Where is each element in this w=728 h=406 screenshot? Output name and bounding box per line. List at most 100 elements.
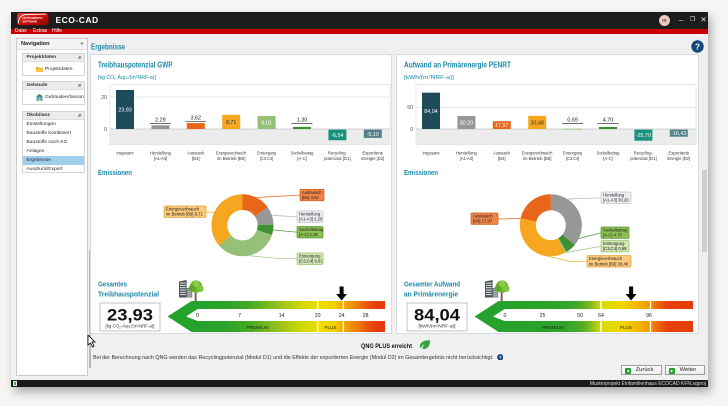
svg-text:Herstellung: Herstellung [150,151,171,156]
svg-text:Energie [D2]: Energie [D2] [667,156,690,161]
svg-text:Treibhauspotenzial: Treibhauspotenzial [98,290,159,299]
svg-text:[kWh/(m²NRF-a)]: [kWh/(m²NRF-a)] [419,324,456,329]
svg-text:50: 50 [577,313,583,319]
svg-text:PLUS: PLUS [324,325,336,330]
svg-text:84,04: 84,04 [414,307,461,325]
svg-text:im Betrieb [B6]: im Betrieb [B6] [523,156,552,161]
svg-text:potenzial [D1]: potenzial [D1] [324,156,351,161]
svg-text:64: 64 [598,313,604,319]
svg-text:potenzial [D1]: potenzial [D1] [630,156,657,161]
svg-text:[B4]: [B4] [498,156,506,161]
svg-text:[C3,C4]: [C3,C4] [260,156,273,161]
svg-text:Herstellung: Herstellung [456,151,477,156]
svg-text:[B4] 3,62: [B4] 3,62 [302,195,319,200]
svg-text:-25,70: -25,70 [636,133,651,139]
svg-text:Austausch: Austausch [302,190,322,195]
svg-text:Recycling-: Recycling- [328,151,347,156]
svg-text:14: 14 [279,313,285,319]
svg-text:[B4] 17,97: [B4] 17,97 [473,219,493,224]
svg-text:-6,54: -6,54 [331,133,343,139]
svg-text:20: 20 [315,313,321,319]
svg-text:?: ? [498,354,501,359]
svg-text:Energieverbrauch: Energieverbrauch [589,256,623,261]
svg-text:Herstellung: Herstellung [603,193,625,198]
svg-text:Emissionen: Emissionen [404,168,438,177]
svg-text:an Primärenergie: an Primärenergie [404,290,458,299]
svg-text:7: 7 [238,313,241,319]
svg-text:Exportierte: Exportierte [362,151,383,156]
svg-text:Austausch: Austausch [473,214,493,219]
svg-text:28: 28 [363,313,369,319]
svg-text:Aufwand an Primärenergie PENRT: Aufwand an Primärenergie PENRT [404,61,511,70]
svg-text:0: 0 [196,313,199,319]
svg-text:Austausch: Austausch [187,151,205,156]
svg-text:25: 25 [540,313,546,319]
svg-text:-16,43: -16,43 [671,131,686,137]
svg-text:[kg CO2-Äqu./(m²NRF-a)]: [kg CO2-Äqu./(m²NRF-a)] [106,324,155,330]
svg-text:Recycling-: Recycling- [634,151,653,156]
svg-text:Sockelbetrag: Sockelbetrag [597,151,620,156]
svg-text:[A1-A3]: [A1-A3] [154,156,167,161]
svg-text:Insgesamt: Insgesamt [116,151,134,156]
svg-text:0: 0 [504,313,507,319]
svg-text:Energieverbrauch: Energieverbrauch [522,151,553,156]
svg-text:Entsorgung: Entsorgung [603,241,625,246]
svg-text:[A-C] 4,70: [A-C] 4,70 [603,233,623,238]
svg-text:Ergebnisse: Ergebnisse [91,43,126,52]
svg-text:im Betrieb [B6]: im Betrieb [B6] [217,156,246,161]
svg-text:96: 96 [646,313,652,319]
svg-text:Entsorgung: Entsorgung [299,254,321,259]
svg-text:[A1-A3] 30,20: [A1-A3] 30,20 [603,198,629,203]
svg-text:PREMIUM: PREMIUM [542,325,564,330]
svg-text:HOTTGENROTH: HOTTGENROTH [22,16,42,20]
svg-text:Energieverbrauch: Energieverbrauch [216,151,247,156]
svg-text:2,29: 2,29 [155,118,166,124]
svg-text:[B4]: [B4] [192,156,200,161]
svg-text:[C3,C4]: [C3,C4] [566,156,579,161]
svg-text:[A-C] 1,30: [A-C] 1,30 [299,232,319,237]
svg-text:Entsorgung: Entsorgung [257,151,276,156]
svg-text:-5,10: -5,10 [367,132,379,138]
svg-text:8,71: 8,71 [226,120,237,126]
svg-text:50: 50 [407,105,413,111]
svg-text:[A-C]: [A-C] [297,156,307,161]
svg-text:1,30: 1,30 [297,118,308,124]
svg-text:?: ? [694,42,699,52]
svg-text:Sockelbetrag: Sockelbetrag [291,151,314,156]
svg-text:Treibhauspotenzial GWP: Treibhauspotenzial GWP [98,61,173,70]
svg-text:QNG PLUS erreicht: QNG PLUS erreicht [361,343,413,350]
svg-text:Energieverbrauch: Energieverbrauch [166,207,200,212]
svg-text:0: 0 [104,127,107,133]
svg-text:Emissionen: Emissionen [98,168,132,177]
svg-text:23,93: 23,93 [118,108,132,114]
svg-text:30,48: 30,48 [530,120,544,126]
svg-text:[C3,C4] 8,01: [C3,C4] 8,01 [299,259,323,264]
svg-text:Sockelbetrag: Sockelbetrag [603,228,628,233]
svg-text:SOFTWARE: SOFTWARE [22,20,37,24]
svg-text:PREMIUM: PREMIUM [247,325,269,330]
svg-text:17,97: 17,97 [495,123,509,129]
svg-text:[kWh/(m²NRF-a)]: [kWh/(m²NRF-a)] [404,75,455,81]
svg-text:3,62: 3,62 [191,116,202,122]
svg-text:Austausch: Austausch [493,151,511,156]
svg-text:Entsorgung: Entsorgung [563,151,582,156]
svg-text:Sockelbetrag: Sockelbetrag [299,227,324,232]
svg-text:[A1-A3] 2,29: [A1-A3] 2,29 [299,217,323,222]
svg-text:[C3,C4] 0,69: [C3,C4] 0,69 [603,246,627,251]
svg-text:4,70: 4,70 [603,118,614,124]
svg-text:84,04: 84,04 [424,109,438,115]
svg-text:Insgesamt: Insgesamt [422,151,440,156]
svg-text:23,93: 23,93 [107,307,153,325]
svg-text:0,69: 0,69 [567,118,578,124]
svg-text:[kg CO2 Äqu./(m²NRF-a)]: [kg CO2 Äqu./(m²NRF-a)] [98,74,156,81]
svg-text:0: 0 [410,127,413,133]
svg-text:Gesamtes: Gesamtes [98,280,127,289]
svg-text:im Betrieb [B6] 8,71: im Betrieb [B6] 8,71 [166,212,203,217]
svg-text:24: 24 [339,313,345,319]
svg-text:Gesamter Aufwand: Gesamter Aufwand [404,280,460,289]
svg-text:Exportierte: Exportierte [668,151,689,156]
svg-text:20: 20 [101,95,107,101]
svg-text:30,20: 30,20 [460,121,474,127]
svg-text:[A1-A3]: [A1-A3] [460,156,473,161]
svg-text:8,01: 8,01 [261,121,272,127]
